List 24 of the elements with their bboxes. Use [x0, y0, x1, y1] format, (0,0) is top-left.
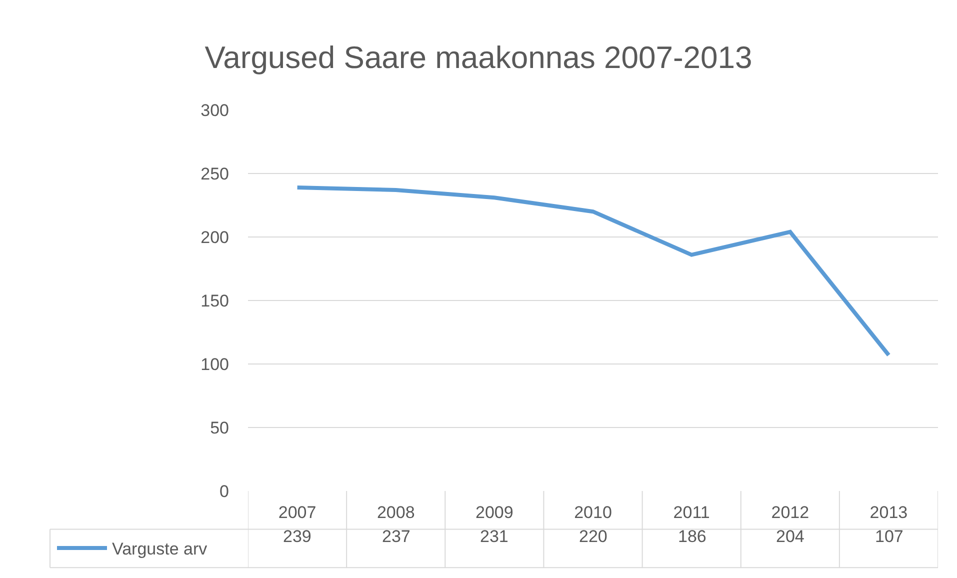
x-tick-label: 2011 — [673, 503, 710, 522]
x-tick-label: 2009 — [476, 503, 514, 522]
data-label: 107 — [875, 527, 904, 546]
chart-title: Vargused Saare maakonnas 2007-2013 — [204, 40, 752, 75]
x-tick-label: 2013 — [870, 503, 908, 522]
data-label: 231 — [480, 527, 508, 546]
y-tick-label: 100 — [200, 354, 229, 374]
data-label: 237 — [382, 527, 410, 546]
x-tick-label: 2012 — [771, 503, 810, 522]
y-tick-label: 200 — [200, 228, 229, 247]
y-tick-label: 150 — [200, 291, 229, 310]
data-label: 239 — [283, 527, 312, 546]
y-tick-label: 250 — [200, 164, 229, 184]
data-label: 204 — [776, 527, 804, 546]
data-label: 186 — [678, 527, 706, 546]
legend-label: Varguste arv — [112, 540, 208, 559]
y-tick-label: 0 — [220, 482, 229, 501]
x-tick-label: 2007 — [278, 503, 316, 522]
y-tick-label: 300 — [200, 100, 229, 120]
y-tick-label: 50 — [210, 418, 229, 438]
x-tick-label: 2010 — [574, 503, 612, 522]
data-label: 220 — [579, 527, 608, 546]
line-series — [295, 185, 891, 358]
x-tick-label: 2008 — [376, 503, 415, 522]
